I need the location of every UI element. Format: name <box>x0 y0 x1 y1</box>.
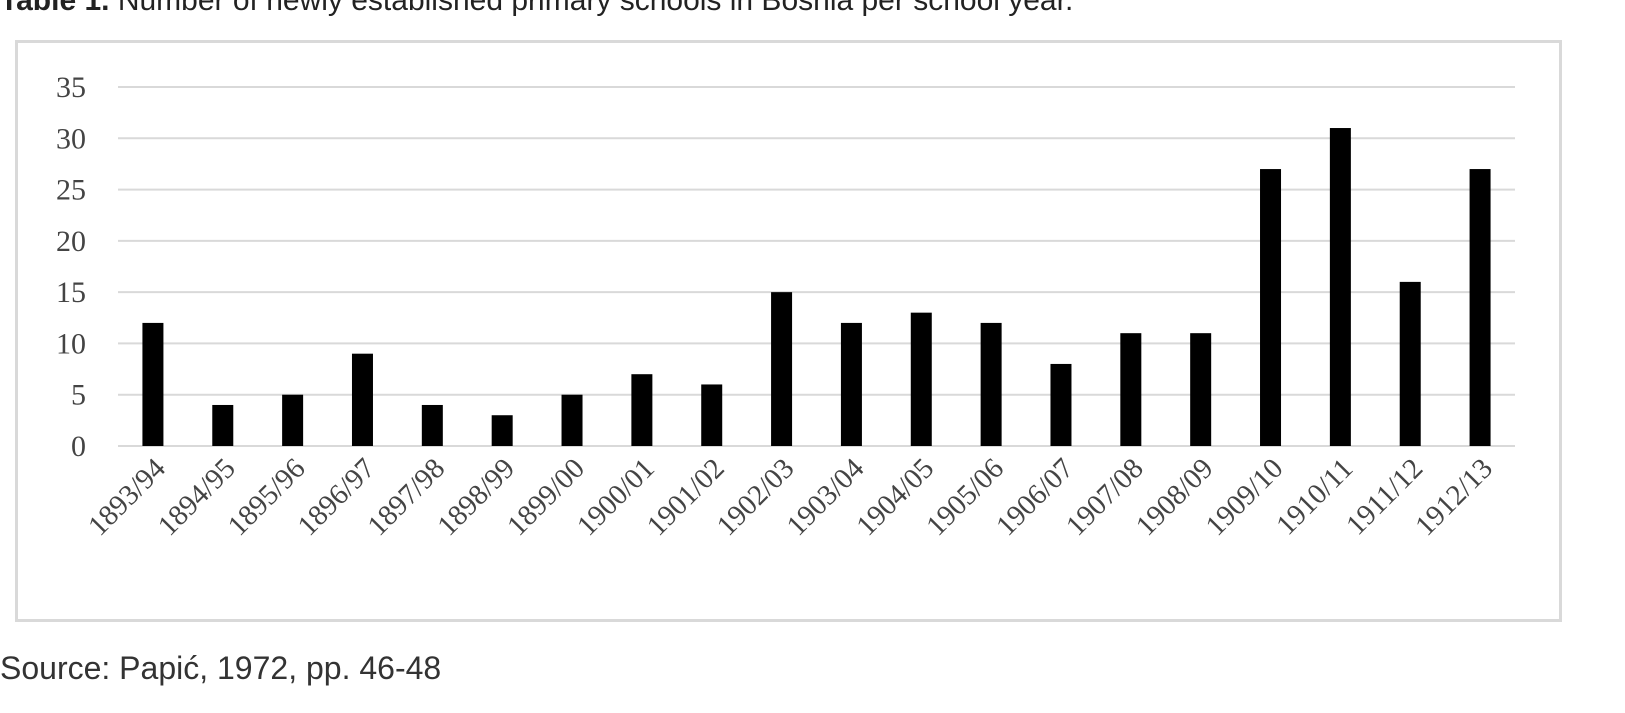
x-tick-label: 1907/08 <box>1060 452 1150 542</box>
bar-1911/12 <box>1399 281 1421 446</box>
y-axis-ticks: 0 5 10 15 20 25 30 35 <box>56 71 86 463</box>
x-tick-label: 1909/10 <box>1200 452 1290 542</box>
bar-1895/96 <box>282 394 304 446</box>
bar-1900/01 <box>631 374 653 446</box>
x-tick-label: 1902/03 <box>711 452 801 542</box>
bar-1903/04 <box>840 322 862 446</box>
bar-1901/02 <box>701 384 723 446</box>
bar-1912/13 <box>1469 169 1491 447</box>
y-tick-label: 5 <box>71 379 86 412</box>
y-tick-label: 25 <box>56 174 86 207</box>
x-tick-label: 1900/01 <box>571 452 661 542</box>
bar-1908/09 <box>1190 333 1212 446</box>
x-tick-label: 1911/12 <box>1340 452 1429 541</box>
y-tick-label: 30 <box>56 122 86 155</box>
bar-1907/08 <box>1120 333 1142 446</box>
bar-1909/10 <box>1260 169 1282 447</box>
bar-1906/07 <box>1050 363 1072 446</box>
bar-1897/98 <box>421 404 443 446</box>
bar-1902/03 <box>771 292 793 446</box>
x-tick-label: 1901/02 <box>641 452 731 542</box>
bar-1896/97 <box>351 353 373 446</box>
x-tick-label: 1903/04 <box>781 452 871 542</box>
y-tick-label: 35 <box>56 71 86 104</box>
x-tick-label: 1906/07 <box>990 452 1080 542</box>
source-note: Source: Papić, 1972, pp. 46-48 <box>0 650 442 686</box>
x-tick-label: 1904/05 <box>850 452 940 542</box>
y-tick-label: 20 <box>56 225 86 258</box>
x-tick-label: 1899/00 <box>501 452 591 542</box>
bar-1910/11 <box>1329 128 1351 446</box>
x-tick-label: 1898/99 <box>431 452 521 542</box>
x-tick-label: 1893/94 <box>82 452 172 542</box>
figure-caption: Table 1. Number of newly established pri… <box>0 0 1073 18</box>
bars <box>142 128 1491 447</box>
y-tick-label: 15 <box>56 276 86 309</box>
x-tick-label: 1908/09 <box>1130 452 1220 542</box>
x-tick-label: 1905/06 <box>920 452 1010 542</box>
bar-1893/94 <box>142 322 164 446</box>
bar-1898/99 <box>491 415 513 446</box>
caption-text: Number of newly established primary scho… <box>117 0 1074 17</box>
gridlines <box>118 86 1515 447</box>
x-axis-ticks: 1893/941894/951895/961896/971897/981898/… <box>82 452 1499 542</box>
bar-1894/95 <box>212 404 234 446</box>
x-tick-label: 1897/98 <box>361 452 451 542</box>
x-tick-label: 1912/13 <box>1409 452 1499 542</box>
x-tick-label: 1895/96 <box>222 452 312 542</box>
x-tick-label: 1910/11 <box>1270 452 1359 541</box>
y-tick-label: 10 <box>56 327 86 360</box>
caption-label: Table 1. <box>0 0 110 17</box>
y-tick-label: 0 <box>71 430 86 463</box>
bar-1899/00 <box>561 394 583 446</box>
x-tick-label: 1894/95 <box>152 452 242 542</box>
bar-1904/05 <box>910 312 932 446</box>
bar-1905/06 <box>980 322 1002 446</box>
x-tick-label: 1896/97 <box>292 452 382 542</box>
